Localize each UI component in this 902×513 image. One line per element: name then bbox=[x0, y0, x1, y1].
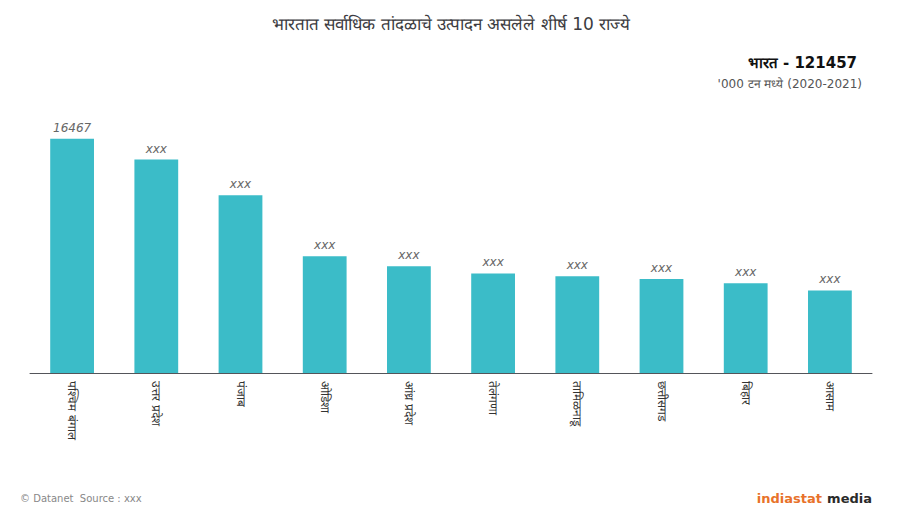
svg-text:पश्चिम बंगाल: पश्चिम बंगाल bbox=[65, 381, 79, 441]
svg-text:उत्तर प्रदेश: उत्तर प्रदेश bbox=[149, 381, 163, 427]
svg-text:xxx: xxx bbox=[566, 258, 589, 272]
svg-text:तेलंगणा: तेलंगणा bbox=[486, 381, 500, 416]
svg-text:xxx: xxx bbox=[313, 238, 336, 252]
svg-text:16467: 16467 bbox=[53, 121, 92, 135]
svg-text:बिहार: बिहार bbox=[739, 381, 753, 406]
svg-text:xxx: xxx bbox=[734, 265, 757, 279]
svg-text:भारतात सर्वाधिक तांदळाचे उत्पा: भारतात सर्वाधिक तांदळाचे उत्पादन असलेले … bbox=[272, 14, 631, 34]
svg-text:तामिळनाडू: तामिळनाडू bbox=[569, 381, 584, 427]
svg-text:xxx: xxx bbox=[818, 272, 841, 286]
svg-text:छत्तीसगड: छत्तीसगड bbox=[655, 381, 669, 422]
svg-text:© Datanet Source : xxx: © Datanet Source : xxx bbox=[20, 493, 142, 504]
svg-text:xxx: xxx bbox=[650, 261, 673, 275]
svg-text:xxx: xxx bbox=[397, 248, 420, 262]
svg-text:पंजाब: पंजाब bbox=[234, 381, 248, 408]
svg-text:'000 टन मध्ये (2020-2021): '000 टन मध्ये (2020-2021) bbox=[718, 77, 862, 91]
svg-text:भारत - 121457: भारत - 121457 bbox=[748, 54, 857, 72]
svg-text:indiastat: indiastat bbox=[757, 491, 822, 506]
svg-text:xxx: xxx bbox=[145, 142, 168, 156]
svg-text:xxx: xxx bbox=[229, 177, 252, 191]
svg-text:media: media bbox=[827, 491, 872, 506]
svg-text:ओडिशा: ओडिशा bbox=[318, 381, 332, 414]
svg-text:xxx: xxx bbox=[481, 255, 504, 269]
svg-text:आसाम: आसाम bbox=[823, 381, 837, 412]
svg-text:आंध्र प्रदेश: आंध्र प्रदेश bbox=[402, 381, 416, 426]
